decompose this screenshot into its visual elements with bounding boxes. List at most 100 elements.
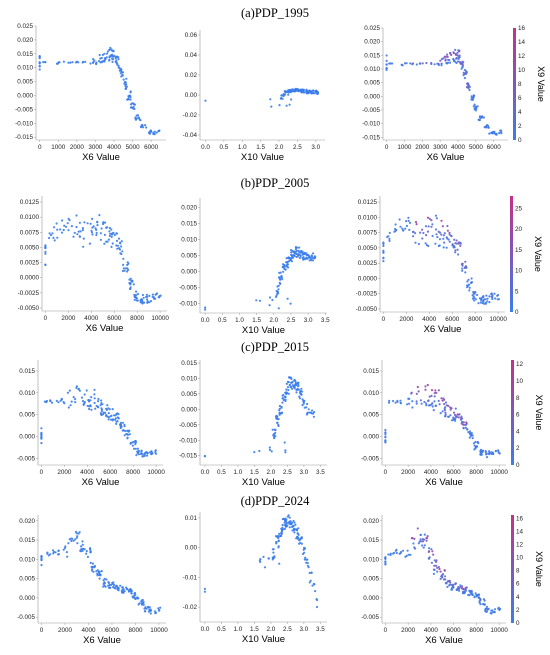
y-tick-label: 0.0050 <box>358 245 378 252</box>
data-point <box>123 82 126 85</box>
data-point <box>89 222 92 225</box>
data-point <box>93 401 96 405</box>
data-point <box>132 283 135 286</box>
data-point <box>99 238 102 241</box>
data-point <box>442 237 445 240</box>
data-point <box>283 93 287 96</box>
data-point <box>307 408 310 411</box>
data-point <box>304 556 307 559</box>
data-point <box>426 535 429 538</box>
data-point <box>150 452 153 456</box>
data-point <box>467 87 470 90</box>
data-point <box>460 263 463 266</box>
data-point <box>464 271 467 274</box>
data-point <box>303 558 306 561</box>
y-tick-label: 0.000 <box>181 406 197 413</box>
x-tick-label: 0.5 <box>220 144 229 151</box>
y-tick-label: -0.01 <box>183 574 198 581</box>
data-point <box>83 401 86 404</box>
data-point <box>122 267 125 270</box>
data-point <box>114 587 117 590</box>
y-tick-label: 0.000 <box>19 434 35 441</box>
data-point <box>134 447 137 450</box>
data-point <box>475 107 478 110</box>
data-point <box>40 432 43 435</box>
data-point <box>434 242 437 245</box>
data-point <box>434 228 438 231</box>
colorbar-tick-label: 10 <box>518 67 526 74</box>
data-point <box>302 89 305 92</box>
data-point <box>417 390 420 393</box>
data-point <box>158 129 161 132</box>
series-points <box>203 376 316 458</box>
data-point <box>105 414 108 417</box>
colorbar-tick-label: 0 <box>515 309 519 316</box>
x-tick-label: 6000 <box>144 144 159 151</box>
data-point <box>69 404 72 407</box>
data-point <box>385 59 388 63</box>
data-point <box>155 131 158 134</box>
data-point <box>494 297 497 300</box>
data-point <box>302 256 305 259</box>
data-point <box>439 59 442 62</box>
data-point <box>77 230 80 233</box>
data-point <box>103 582 106 585</box>
data-point <box>109 46 112 50</box>
data-point <box>445 582 448 585</box>
data-point <box>308 581 311 584</box>
data-point <box>288 256 291 259</box>
data-point <box>141 124 144 127</box>
y-tick-label: 0.020 <box>181 205 197 212</box>
data-point <box>55 399 58 402</box>
data-point <box>290 98 293 101</box>
y-tick-label: 0.020 <box>17 37 33 44</box>
data-point <box>286 521 289 524</box>
y-tick-label: -0.0050 <box>356 306 378 313</box>
data-point <box>401 227 404 230</box>
data-point <box>464 586 467 590</box>
y-tick-label: 0.025 <box>364 25 380 32</box>
data-point <box>382 251 385 254</box>
data-point <box>116 63 119 66</box>
data-point <box>428 217 431 220</box>
data-point <box>268 446 271 449</box>
data-point <box>280 274 283 277</box>
data-point <box>282 394 285 397</box>
data-point <box>438 238 442 241</box>
data-point <box>459 586 462 589</box>
data-point <box>448 579 451 583</box>
data-point <box>81 229 84 232</box>
data-point <box>109 418 113 421</box>
colorbar-tick-label: 16 <box>518 25 526 32</box>
data-point <box>111 60 114 64</box>
data-point <box>430 548 433 551</box>
x-tick-label: 3.0 <box>311 144 320 151</box>
data-point <box>103 52 106 55</box>
data-point <box>80 396 84 399</box>
panels: -0.015-0.010-0.0050.0000.0050.0100.0150.… <box>15 23 546 646</box>
data-point <box>424 388 427 391</box>
data-point <box>100 399 103 402</box>
data-point <box>393 230 396 233</box>
data-point <box>479 301 482 304</box>
data-point <box>430 62 433 66</box>
data-point <box>81 227 84 230</box>
data-point <box>91 562 94 565</box>
data-point <box>148 294 151 297</box>
data-point <box>281 523 284 527</box>
data-point <box>44 247 47 250</box>
data-point <box>464 426 467 429</box>
data-point <box>468 88 471 92</box>
data-point <box>130 106 133 109</box>
series-points <box>385 48 503 136</box>
data-point <box>432 409 435 412</box>
data-point <box>452 246 455 249</box>
panel-b2: -0.010 -0.005 0.000 0.005 0.010 0.015 0.020 0.0… <box>179 198 330 336</box>
data-point <box>452 416 455 419</box>
data-point <box>67 217 70 220</box>
x-axis-label: X6 Value <box>83 635 121 646</box>
colorbar-tick-label: 2 <box>516 445 520 452</box>
data-point <box>148 131 151 134</box>
data-point <box>117 237 121 240</box>
y-tick-label: 0.01 <box>185 515 198 522</box>
